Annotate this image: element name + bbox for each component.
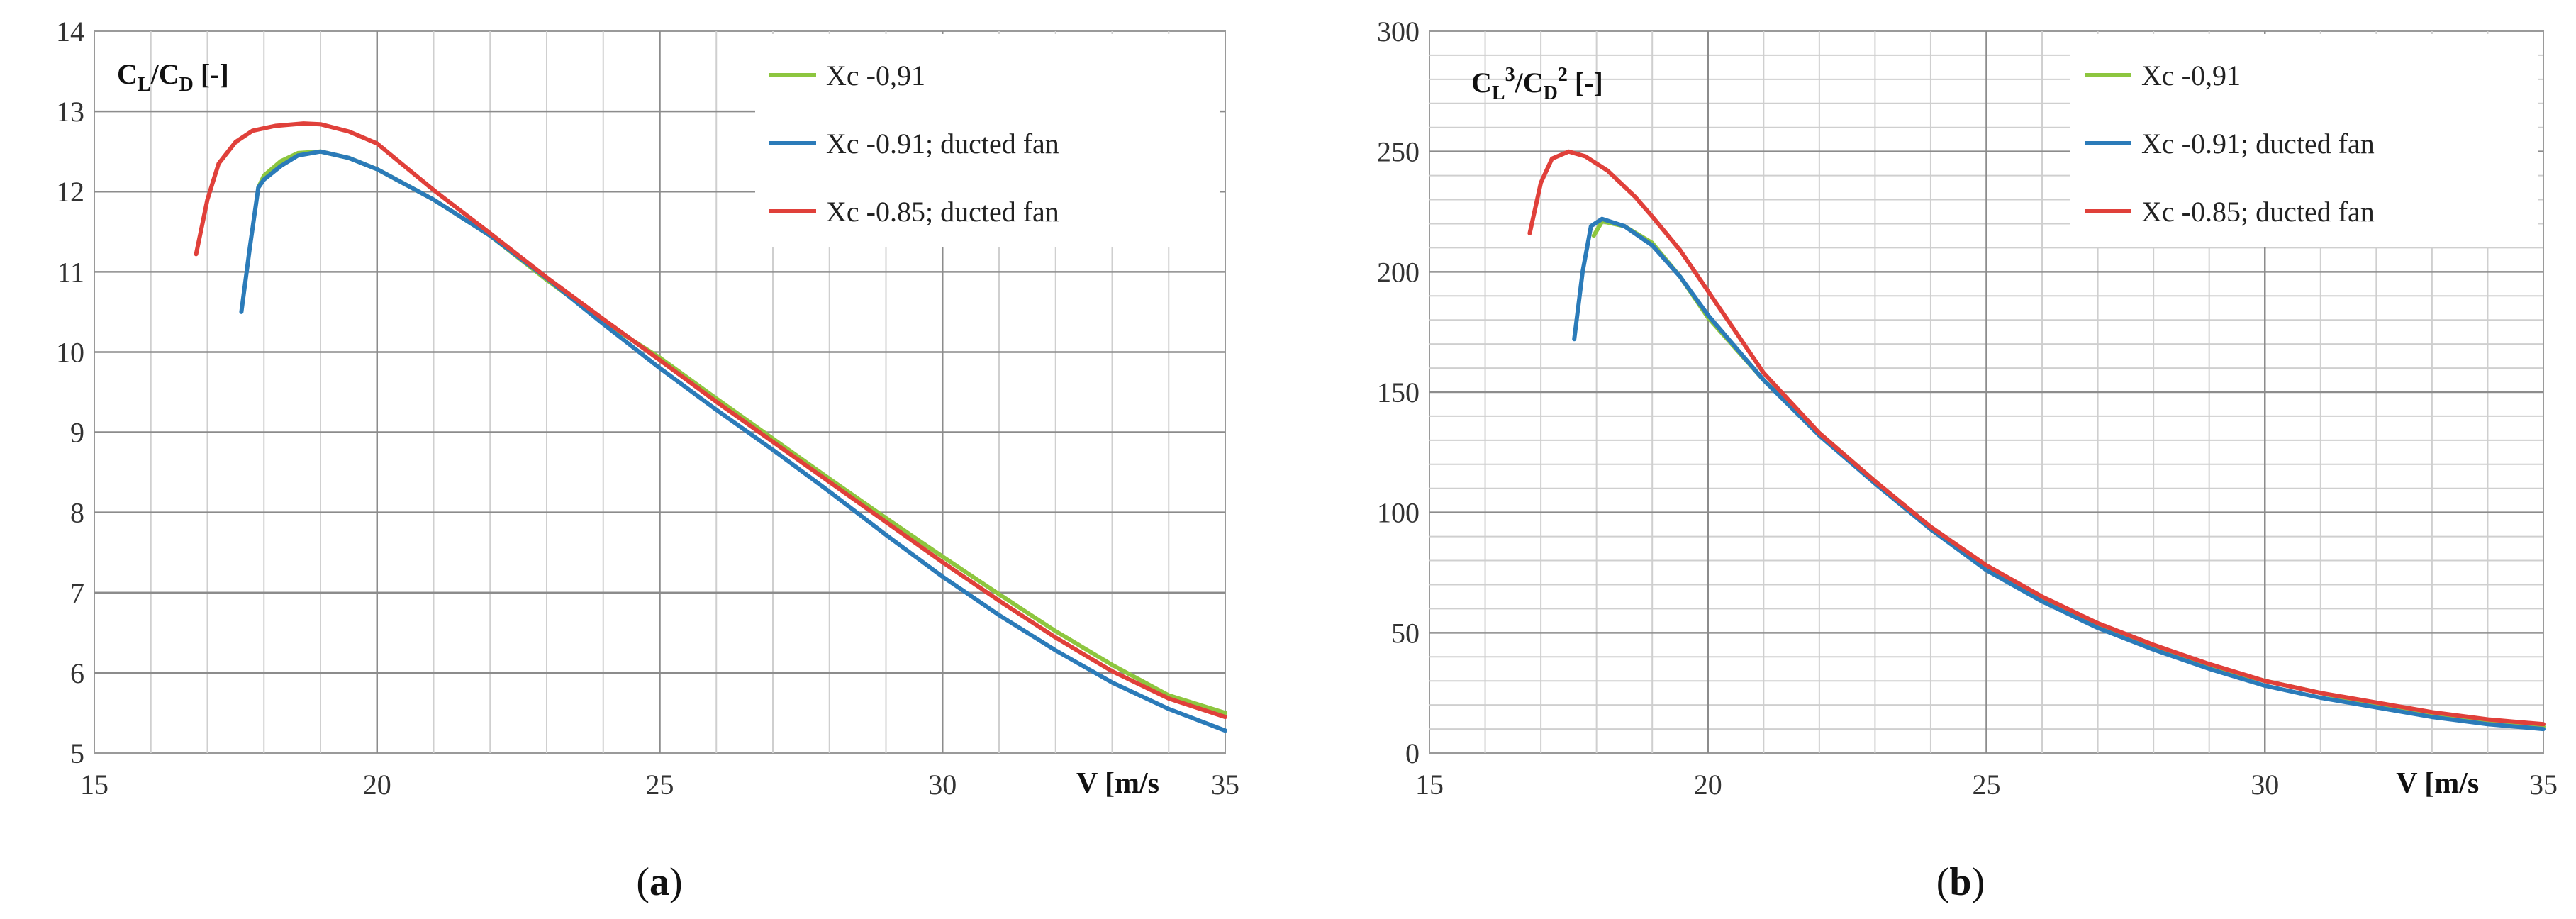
legend-label-1: Xc -0,91 <box>826 60 925 91</box>
series-line-2 <box>239 149 1227 733</box>
y-tick-label: 12 <box>56 176 84 208</box>
y-tick-label: 250 <box>1377 136 1420 168</box>
x-axis-label: V [m/s <box>2396 767 2479 800</box>
x-tick-label: 25 <box>646 769 674 801</box>
y-tick-label: 9 <box>70 417 84 449</box>
y-tick-label: 6 <box>70 657 84 689</box>
y-tick-label: 0 <box>1405 737 1420 769</box>
chart-panel-b: 0 50 100 150 200 250 300 15 20 25 30 35 V [m/s CL3/CD… <box>1377 16 2558 904</box>
legend-box <box>755 34 1220 247</box>
legend-label-2: Xc -0.91; ducted fan <box>2141 128 2375 160</box>
panel-caption: (b) <box>1936 860 1985 904</box>
y-tick-label: 14 <box>56 16 84 48</box>
x-tick-label: 15 <box>1415 769 1444 801</box>
legend-label-2: Xc -0.91; ducted fan <box>826 128 1059 160</box>
y-axis-label: CL/CD [-] <box>117 58 229 96</box>
x-tick-label: 30 <box>928 769 957 801</box>
y-tick-label: 300 <box>1377 16 1420 48</box>
x-tick-label: 25 <box>1973 769 2001 801</box>
x-tick-label: 30 <box>2251 769 2279 801</box>
y-tick-label: 100 <box>1377 497 1420 529</box>
panel-caption: (a) <box>636 860 682 904</box>
y-tick-label: 10 <box>56 336 84 368</box>
y-tick-label: 50 <box>1391 617 1420 649</box>
legend: Xc -0,91 Xc -0.91; ducted fan Xc -0.85; du… <box>2070 34 2538 247</box>
y-tick-label: 13 <box>56 96 84 128</box>
y-tick-label: 7 <box>70 577 84 609</box>
x-tick-label: 35 <box>2529 769 2558 801</box>
legend-label-1: Xc -0,91 <box>2141 60 2241 91</box>
y-tick-label: 200 <box>1377 256 1420 288</box>
y-axis-label: CL3/CD2 [-] <box>1471 64 1603 104</box>
x-axis-label: V [m/s <box>1076 767 1159 800</box>
x-tick-label: 20 <box>363 769 391 801</box>
y-tick-label: 150 <box>1377 377 1420 408</box>
y-tick-label: 5 <box>70 737 84 769</box>
legend-box <box>2070 34 2538 247</box>
y-tick-label: 8 <box>70 497 84 529</box>
legend: Xc -0,91 Xc -0.91; ducted fan Xc -0.85; du… <box>755 34 1220 247</box>
legend-label-3: Xc -0.85; ducted fan <box>826 196 1059 228</box>
x-tick-label: 15 <box>80 769 108 801</box>
x-tick-label: 20 <box>1694 769 1722 801</box>
x-tick-label: 35 <box>1211 769 1239 801</box>
series-line-3 <box>194 121 1227 720</box>
legend-label-3: Xc -0.85; ducted fan <box>2141 196 2375 228</box>
series-line-3 <box>1527 149 2546 727</box>
chart-panel-a: 5 6 7 8 9 10 11 12 13 14 15 20 25 30 35 V [m/s CL/CD [-]… <box>56 16 1239 904</box>
y-tick-label: 11 <box>57 256 84 288</box>
